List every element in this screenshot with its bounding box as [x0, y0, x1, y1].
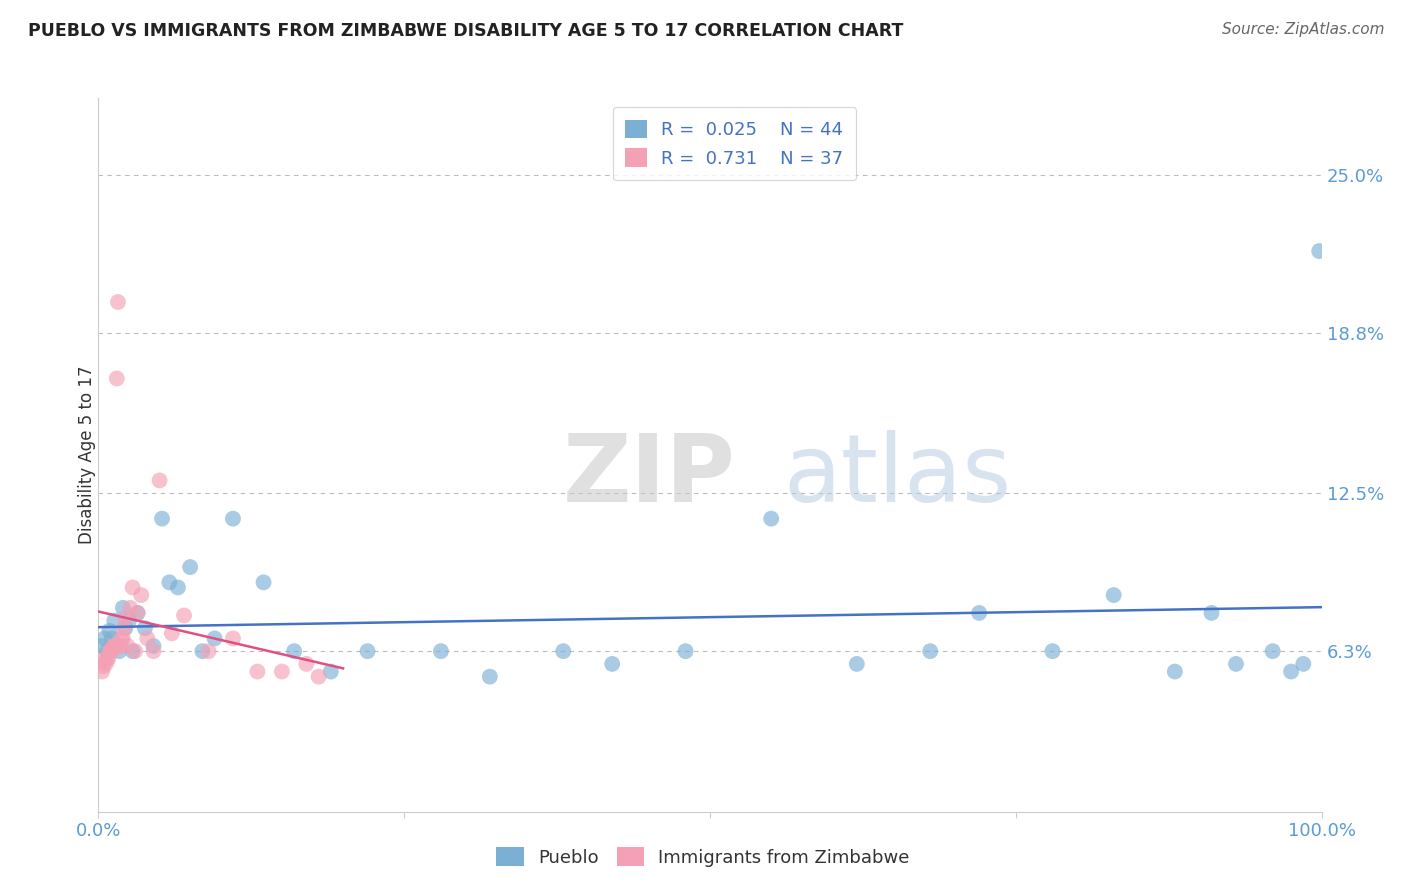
Point: [94, 657, 117, 671]
Point: [107, 295, 129, 310]
Point: [142, 644, 165, 658]
Point: [105, 371, 128, 385]
Point: [124, 644, 146, 658]
Point: [222, 511, 245, 525]
Point: [120, 600, 142, 615]
Point: [553, 644, 575, 658]
Point: [98, 624, 121, 638]
Point: [101, 639, 124, 653]
Point: [167, 581, 190, 595]
Point: [600, 657, 623, 671]
Point: [149, 474, 172, 488]
Point: [111, 632, 134, 646]
Point: [173, 608, 195, 623]
Point: [111, 600, 134, 615]
Point: [103, 639, 125, 653]
Point: [93, 632, 115, 646]
Point: [179, 560, 201, 574]
Point: [430, 644, 453, 658]
Point: [121, 581, 143, 595]
Point: [1279, 665, 1302, 679]
Point: [1164, 665, 1187, 679]
Point: [97, 652, 120, 666]
Point: [920, 644, 942, 658]
Point: [191, 644, 214, 658]
Point: [270, 665, 294, 679]
Text: ZIP: ZIP: [564, 430, 737, 523]
Point: [1042, 644, 1064, 658]
Point: [108, 644, 131, 658]
Point: [129, 588, 152, 602]
Text: PUEBLO VS IMMIGRANTS FROM ZIMBABWE DISABILITY AGE 5 TO 17 CORRELATION CHART: PUEBLO VS IMMIGRANTS FROM ZIMBABWE DISAB…: [28, 22, 904, 40]
Point: [121, 644, 143, 658]
Point: [478, 670, 501, 684]
Point: [134, 621, 156, 635]
Point: [136, 632, 159, 646]
Legend: Pueblo, Immigrants from Zimbabwe: Pueblo, Immigrants from Zimbabwe: [489, 840, 917, 874]
Point: [204, 632, 226, 646]
Point: [356, 644, 378, 658]
Point: [105, 639, 128, 653]
Point: [319, 665, 342, 679]
Point: [104, 639, 127, 653]
Point: [101, 644, 124, 658]
Point: [283, 644, 305, 658]
Point: [967, 606, 990, 620]
Point: [93, 652, 115, 666]
Point: [127, 606, 149, 620]
Point: [157, 575, 180, 590]
Text: atlas: atlas: [783, 430, 1012, 523]
Point: [91, 665, 114, 679]
Point: [675, 644, 697, 658]
Point: [98, 644, 121, 658]
Point: [197, 644, 219, 658]
Point: [150, 511, 173, 525]
Point: [761, 511, 783, 525]
Point: [845, 657, 868, 671]
Point: [1102, 588, 1125, 602]
Point: [91, 639, 114, 653]
Y-axis label: Disability Age 5 to 17: Disability Age 5 to 17: [79, 366, 96, 544]
Point: [1201, 606, 1223, 620]
Point: [96, 652, 118, 666]
Point: [108, 639, 131, 653]
Point: [117, 639, 139, 653]
Point: [295, 657, 318, 671]
Point: [308, 670, 330, 684]
Point: [142, 639, 165, 653]
Point: [1225, 657, 1247, 671]
Point: [118, 614, 141, 628]
Point: [91, 659, 114, 673]
Point: [101, 632, 124, 646]
Point: [1261, 644, 1284, 658]
Point: [110, 639, 132, 653]
Point: [222, 632, 245, 646]
Point: [127, 606, 149, 620]
Text: Source: ZipAtlas.com: Source: ZipAtlas.com: [1222, 22, 1385, 37]
Point: [103, 614, 125, 628]
Point: [246, 665, 269, 679]
Point: [96, 644, 118, 658]
Legend: R =  0.025    N = 44, R =  0.731    N = 37: R = 0.025 N = 44, R = 0.731 N = 37: [613, 107, 856, 180]
Point: [114, 611, 136, 625]
Point: [112, 621, 135, 635]
Point: [1292, 657, 1315, 671]
Point: [252, 575, 274, 590]
Point: [1308, 244, 1330, 258]
Point: [114, 621, 136, 635]
Point: [160, 626, 183, 640]
Point: [111, 632, 134, 646]
Point: [100, 644, 122, 658]
